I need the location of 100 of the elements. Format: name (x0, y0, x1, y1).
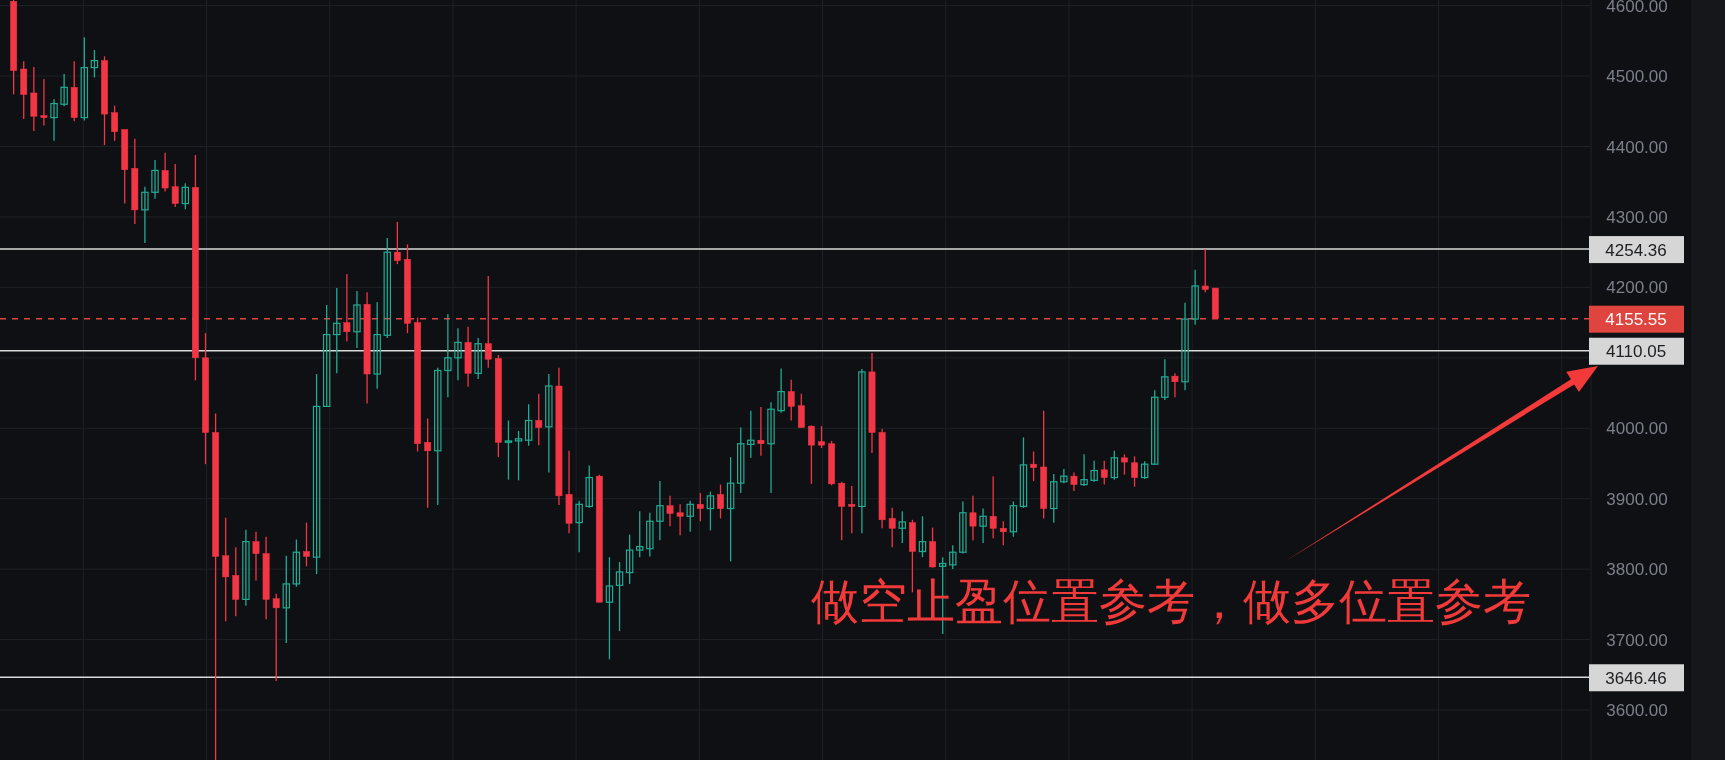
candlestick (444, 313, 452, 398)
candlestick (161, 152, 169, 193)
candlestick (242, 529, 250, 607)
candlestick (252, 531, 260, 582)
ref-line-label: 4254.36 (1605, 240, 1667, 260)
candlestick (736, 426, 745, 494)
candlestick (524, 403, 533, 447)
candlestick (979, 507, 987, 544)
candlestick (504, 419, 513, 481)
candlestick (969, 495, 977, 541)
candlestick (454, 327, 462, 381)
candlestick (1181, 302, 1189, 391)
candlestick (848, 485, 856, 534)
candlestick (1090, 460, 1098, 483)
candlestick (40, 78, 48, 127)
candlestick (383, 237, 391, 339)
candlestick (181, 182, 190, 210)
candlestick (656, 480, 664, 541)
candlestick (918, 515, 927, 558)
candlestick (333, 287, 341, 374)
candlestick (1100, 460, 1108, 486)
candlestick (535, 393, 543, 446)
candlestick (575, 500, 583, 553)
candlestick (1121, 453, 1128, 476)
candlestick (999, 520, 1007, 546)
candlestick (545, 373, 553, 474)
candlestick (636, 510, 644, 558)
y-tick-label: 3600.00 (1606, 700, 1668, 720)
candlestick (322, 304, 331, 408)
candlestick (312, 373, 321, 575)
candlestick (757, 406, 765, 457)
y-tick-label: 4000.00 (1606, 419, 1668, 439)
candlestick (989, 475, 997, 539)
candlestick (666, 495, 674, 527)
candlestick (858, 368, 866, 534)
candlestick (60, 73, 68, 108)
candlestick (1080, 453, 1088, 487)
y-tick-label: 3700.00 (1606, 630, 1668, 650)
candlestick (1131, 455, 1138, 488)
candlestick (898, 510, 907, 544)
candlestick (959, 500, 967, 555)
candlestick (484, 275, 492, 369)
candlestick (818, 425, 825, 449)
candlestick (949, 544, 957, 570)
candlestick (696, 492, 704, 522)
ref-line-label: 4110.05 (1605, 342, 1667, 362)
candlestick (272, 593, 280, 682)
candlestick (151, 159, 159, 200)
candlestick (424, 417, 432, 509)
candlestick (625, 533, 634, 585)
candlestick (615, 561, 624, 632)
candlestick (141, 186, 149, 244)
candlestick (434, 367, 442, 506)
y-tick-label: 4500.00 (1606, 67, 1668, 87)
candlestick (605, 556, 614, 660)
candlestick (343, 273, 351, 343)
ref-line-label: 4155.55 (1605, 310, 1667, 330)
candlestick (90, 49, 99, 79)
ref-line-label: 3646.46 (1605, 668, 1667, 688)
candlestick (232, 546, 240, 617)
candlestick (222, 517, 230, 622)
candlestick (1201, 248, 1209, 293)
candlestick (1030, 450, 1037, 482)
candlestick (838, 481, 846, 541)
candlestick (726, 456, 735, 563)
candlestick (717, 483, 724, 520)
candlestick (282, 555, 291, 644)
y-tick-label: 4200.00 (1606, 278, 1668, 298)
candlestick (1060, 468, 1068, 484)
candlestick (767, 401, 775, 494)
y-tick-label: 4400.00 (1606, 137, 1668, 157)
candlestick (30, 66, 38, 132)
candlestick (1009, 500, 1018, 538)
candlestick (303, 521, 310, 567)
candlestick (787, 379, 795, 422)
candlestick (353, 290, 361, 349)
candlestick (747, 409, 755, 459)
candlestick (1171, 372, 1179, 398)
y-tick-label: 3900.00 (1606, 489, 1668, 509)
candlestick (1151, 389, 1159, 466)
candlestick (292, 538, 301, 588)
candlestick (393, 221, 401, 265)
candlestick (797, 393, 805, 429)
y-tick-label: 4300.00 (1606, 207, 1668, 227)
candlestick (808, 424, 815, 485)
candlestick (111, 105, 118, 142)
candlestick (373, 301, 381, 390)
y-tick-label: 3800.00 (1606, 560, 1668, 580)
candlestick (1191, 269, 1199, 326)
candlestick (777, 367, 785, 414)
candlestick (706, 490, 715, 532)
candlestick (646, 512, 654, 558)
candlestick (80, 36, 89, 122)
candlestick (1110, 450, 1119, 481)
y-tick-label: 4600.00 (1606, 0, 1668, 16)
candlestick (585, 464, 593, 509)
candlestick (676, 503, 684, 536)
candlestick (888, 507, 896, 548)
candlestick (474, 337, 482, 380)
candlestick (514, 430, 523, 482)
